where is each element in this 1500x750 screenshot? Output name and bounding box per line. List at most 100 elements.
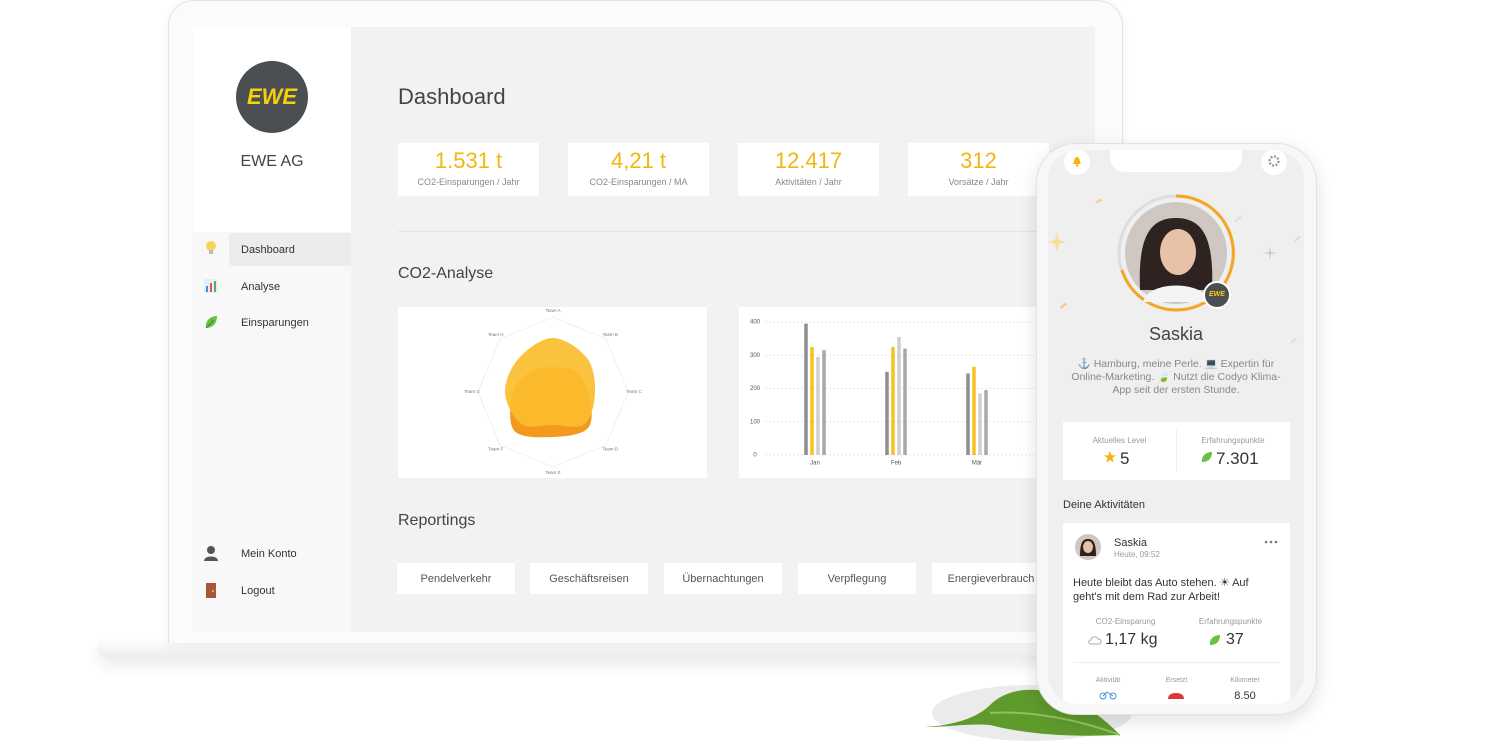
post-text: Heute bleibt das Auto stehen. ☀ Auf geht…	[1073, 577, 1249, 603]
kpi-card: 12.417 Aktivitäten / Jahr	[738, 143, 879, 196]
kpi-label: Vorsätze / Jahr	[948, 177, 1009, 187]
y-tick-label: 0	[753, 453, 757, 459]
nav-item[interactable]: Dashboard	[229, 233, 351, 266]
bar	[903, 348, 907, 455]
post-author: Saskia	[1114, 537, 1148, 549]
detail-label: Kilometer	[1230, 677, 1260, 684]
section-title: CO2-Analyse	[398, 265, 494, 282]
report-button[interactable]: Verpflegung	[798, 563, 916, 594]
page-title: Dashboard	[398, 84, 506, 109]
post-stat-value: 1,17 kg	[1105, 631, 1158, 648]
laptop-base	[98, 640, 1143, 658]
post-stat-value: 37	[1226, 631, 1244, 648]
nav-item[interactable]: Einsparungen	[229, 306, 351, 339]
radar-label: Team G	[464, 389, 480, 394]
kpi-card: 1.531 t CO2-Einsparungen / Jahr	[398, 143, 539, 196]
profile-bio: ⚓ Hamburg, meine Perle. 💻 Expertin für O…	[1071, 358, 1281, 396]
company-name: EWE AG	[240, 153, 304, 170]
bar	[891, 346, 895, 455]
door-icon	[206, 583, 216, 598]
post-menu[interactable]	[1263, 539, 1279, 545]
section-title: Deine Aktivitäten	[1063, 499, 1145, 511]
stat-label: Erfahrungspunkte	[1201, 436, 1265, 445]
nav-label: Einsparungen	[241, 316, 309, 329]
radar-label: Team F	[488, 446, 503, 451]
kpi-value: 1.531 t	[434, 148, 503, 173]
notch	[1110, 150, 1242, 172]
star-icon	[1104, 451, 1116, 463]
post-stat-label: Erfahrungspunkte	[1198, 617, 1263, 626]
kpi-label: CO2-Einsparungen / MA	[589, 177, 688, 187]
report-button[interactable]: Übernachtungen	[664, 563, 782, 594]
profile-name: Saskia	[1148, 324, 1204, 344]
x-tick-label: Jan	[810, 461, 820, 467]
stat-value: 7.301	[1216, 449, 1259, 468]
bar	[978, 393, 982, 455]
post-stat-label: CO2-Einsparung	[1095, 617, 1156, 626]
cloud-icon	[1088, 636, 1102, 645]
kpi-value: 12.417	[774, 148, 843, 173]
divider	[1176, 430, 1177, 472]
user-icon	[204, 546, 218, 561]
bar	[804, 323, 808, 455]
y-tick-label: 300	[750, 353, 761, 359]
radar-label: Team H	[488, 332, 504, 337]
leaf-icon	[205, 316, 217, 329]
bar	[966, 373, 970, 455]
kpi-value: 4,21 t	[610, 148, 667, 173]
leaf-icon	[1209, 635, 1220, 645]
stats-card: Aktuelles Level 5 Erfahrungspunkte 7.301	[1063, 422, 1290, 480]
kpi-label: CO2-Einsparungen / Jahr	[417, 177, 520, 187]
radar-area	[504, 338, 596, 427]
chart-icon	[204, 279, 218, 293]
y-tick-label: 100	[750, 419, 761, 425]
bar	[984, 390, 988, 455]
avatar-badge: EWE	[1209, 291, 1225, 298]
bell-icon	[1073, 157, 1081, 167]
kpi-label: Aktivitäten / Jahr	[775, 177, 842, 187]
bar-chart: 0 100 200 300 400 Jan Feb Mär	[739, 307, 1059, 478]
logo[interactable]: EWE	[236, 61, 308, 133]
gear-icon	[1268, 155, 1280, 167]
stat-label: Aktuelles Level	[1092, 436, 1147, 445]
y-tick-label: 200	[750, 386, 761, 392]
post-avatar	[1075, 534, 1101, 560]
nav-label: Logout	[241, 584, 275, 597]
kpi-card: 312 Vorsätze / Jahr	[908, 143, 1049, 196]
divider	[1073, 662, 1280, 663]
radar-chart: Team A Team B Team C Team D Team E Team F Team…	[398, 307, 707, 478]
nav-label: Mein Konto	[241, 547, 297, 560]
section-title: Reportings	[398, 512, 476, 529]
report-button[interactable]: Pendelverkehr	[397, 563, 515, 594]
bulb-icon	[206, 241, 216, 254]
bar	[816, 356, 820, 455]
bar	[885, 371, 889, 455]
bar	[810, 346, 814, 455]
stat-value: 5	[1120, 449, 1130, 468]
profile-decoration	[1048, 194, 1301, 344]
radar-label: Team C	[626, 389, 642, 394]
settings-button[interactable]	[1261, 150, 1287, 175]
nav-item[interactable]: Mein Konto	[229, 537, 351, 570]
detail-value: 8.50	[1234, 690, 1256, 702]
bar	[972, 366, 976, 455]
nav-item[interactable]: Analyse	[229, 270, 351, 303]
radar-web	[477, 316, 629, 468]
x-tick-label: Feb	[891, 461, 902, 467]
dashboard-screen: EWE EWE AG Dashboard Analyse Einsparunge…	[193, 27, 1095, 632]
post-time: Heute, 09:52	[1114, 550, 1160, 559]
activity-card: Saskia Heute, 09:52 Heute bleibt das Aut…	[1063, 523, 1290, 704]
sidebar: EWE EWE AG Dashboard Analyse Einsparunge…	[193, 27, 351, 632]
kpi-value: 312	[960, 148, 997, 173]
x-tick-label: Mär	[972, 461, 982, 467]
nav-label: Dashboard	[241, 243, 295, 256]
car-icon	[1168, 693, 1184, 699]
detail-label: Ersetzt	[1165, 677, 1188, 684]
divider	[398, 231, 1058, 232]
report-button[interactable]: Energieverbrauch	[932, 563, 1050, 594]
nav-item[interactable]: Logout	[229, 574, 351, 607]
report-button[interactable]: Geschäftsreisen	[530, 563, 648, 594]
detail-label: Aktivität	[1095, 677, 1121, 684]
radar-label: Team E	[545, 470, 560, 475]
